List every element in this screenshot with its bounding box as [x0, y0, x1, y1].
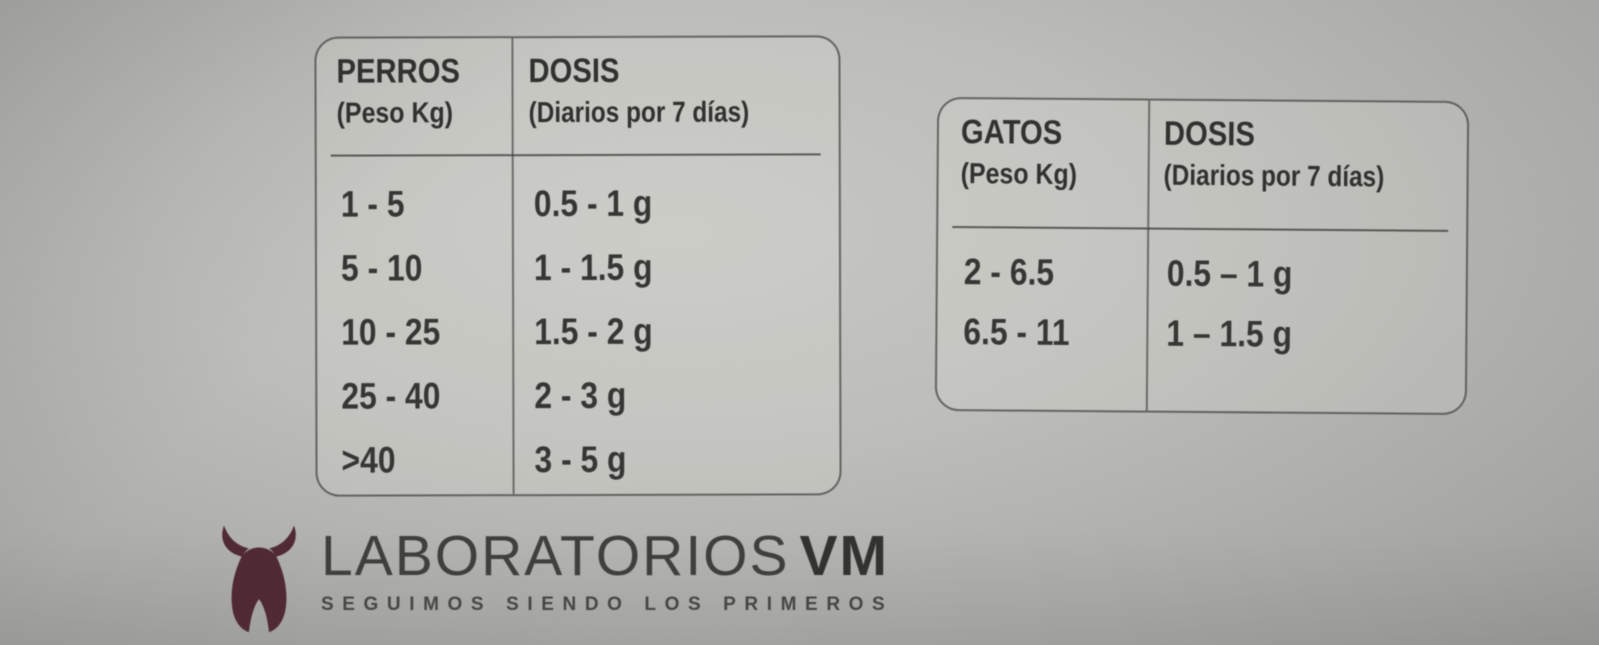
perros-subtitle: (Peso Kg) [336, 97, 454, 130]
dosis-title: DOSIS [528, 51, 620, 91]
dose-value: 1 - 1.5 g [533, 246, 653, 289]
logo-text: LABORATORIOS VM SEGUIMOS SIENDO LOS PRIME… [321, 516, 893, 638]
brand-tagline: SEGUIMOS SIENDO LOS PRIMEROS [321, 594, 894, 615]
header-underline [330, 153, 821, 157]
table-row: 5 - 10 1 - 1.5 g [317, 235, 839, 300]
dose-value: 0.5 – 1 g [1166, 252, 1293, 295]
perros-dose-header: DOSIS (Diarios por 7 días) [511, 47, 791, 131]
perros-title: PERROS [336, 52, 461, 91]
table-row: 1 - 5 0.5 - 1 g [317, 171, 839, 236]
weight-value: 5 - 10 [340, 247, 423, 289]
dosis-title: DOSIS [1163, 114, 1256, 154]
weight-value: >40 [341, 439, 396, 481]
dosis-subtitle: (Diarios por 7 días) [528, 96, 750, 130]
table-row: 25 - 40 2 - 3 g [317, 363, 839, 428]
brand-name-regular: LABORATORIOS [321, 524, 790, 588]
weight-value: 2 - 6.5 [963, 251, 1055, 293]
table-row: >40 3 - 5 g [317, 427, 839, 492]
perros-table-header: PERROS (Peso Kg) DOSIS (Diarios por 7 dí… [316, 47, 838, 132]
perros-weight-header: PERROS (Peso Kg) [316, 48, 511, 132]
gatos-table-header: GATOS (Peso Kg) DOSIS (Diarios por 7 día… [938, 109, 1467, 196]
header-underline [952, 226, 1449, 232]
dose-value: 2 - 3 g [534, 374, 627, 417]
table-row: 10 - 25 1.5 - 2 g [317, 299, 839, 364]
dose-value: 3 - 5 g [534, 438, 627, 481]
dosis-subtitle: (Diarios por 7 días) [1163, 159, 1385, 194]
gatos-dosage-table: GATOS (Peso Kg) DOSIS (Diarios por 7 día… [934, 96, 1470, 416]
gatos-rows: 2 - 6.5 0.5 – 1 g 6.5 - 11 1 – 1.5 g [937, 242, 1466, 366]
dose-value: 0.5 - 1 g [533, 182, 653, 225]
perros-rows: 1 - 5 0.5 - 1 g 5 - 10 1 - 1.5 g 10 - 25… [317, 171, 840, 492]
laboratorios-vm-logo: LABORATORIOS VM SEGUIMOS SIENDO LOS PRIME… [213, 516, 893, 638]
gatos-weight-header: GATOS (Peso Kg) [938, 109, 1148, 194]
weight-value: 25 - 40 [341, 375, 441, 417]
weight-value: 6.5 - 11 [963, 311, 1070, 353]
table-row: 6.5 - 11 1 – 1.5 g [937, 302, 1465, 366]
brand-name-bold: VM [799, 524, 890, 588]
gatos-title: GATOS [960, 113, 1063, 152]
gatos-subtitle: (Peso Kg) [960, 158, 1078, 191]
weight-value: 10 - 25 [341, 311, 441, 353]
gatos-dose-header: DOSIS (Diarios por 7 días) [1147, 111, 1426, 196]
table-row: 2 - 6.5 0.5 – 1 g [938, 242, 1466, 306]
dose-value: 1 – 1.5 g [1166, 312, 1293, 355]
brand-name: LABORATORIOS VM [321, 528, 893, 585]
bull-icon [222, 525, 296, 633]
dose-value: 1.5 - 2 g [534, 310, 653, 353]
perros-dosage-table: PERROS (Peso Kg) DOSIS (Diarios por 7 dí… [314, 35, 842, 497]
weight-value: 1 - 5 [340, 183, 405, 225]
